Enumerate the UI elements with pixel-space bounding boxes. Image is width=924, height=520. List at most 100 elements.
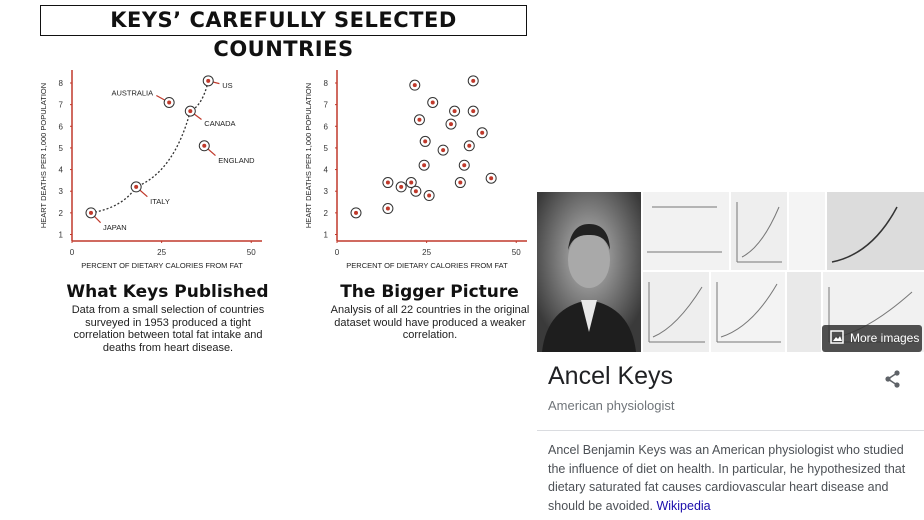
point [437, 144, 449, 156]
point-label: AUSTRALIA [111, 88, 153, 97]
point-core [206, 78, 211, 83]
chart-title: The Bigger Picture [340, 282, 519, 302]
description-text: Ancel Benjamin Keys was an American phys… [548, 443, 906, 513]
x-tick-label: 50 [512, 248, 521, 257]
point-core [423, 139, 428, 144]
x-axis-label: PERCENT OF DIETARY CALORIES FROM FAT [346, 261, 508, 270]
point [454, 177, 466, 189]
point [463, 140, 475, 152]
point [382, 203, 394, 215]
y-axis-label: HEART DEATHS PER 1,000 POPULATION [304, 83, 313, 228]
point-label: ENGLAND [218, 156, 255, 165]
point [485, 172, 497, 184]
point-core [430, 100, 435, 105]
y-tick-label: 5 [59, 144, 64, 153]
y-tick-label: 3 [324, 187, 329, 196]
x-tick-label: 50 [247, 248, 256, 257]
point [163, 96, 175, 108]
x-tick-label: 25 [157, 248, 166, 257]
y-tick-label: 7 [324, 101, 329, 110]
point-label: JAPAN [103, 223, 127, 232]
point-label: CANADA [204, 119, 235, 128]
point [445, 118, 457, 130]
point-core [385, 180, 390, 185]
point-core [413, 189, 418, 194]
point-core [471, 109, 476, 114]
share-button[interactable] [883, 369, 903, 389]
y-tick-label: 5 [324, 144, 329, 153]
x-tick-label: 0 [70, 248, 75, 257]
point-core [449, 122, 453, 127]
point-core [412, 83, 417, 88]
point-core [188, 109, 193, 114]
point-core [480, 130, 485, 135]
point-core [441, 148, 446, 153]
x-axis-label: PERCENT OF DIETARY CALORIES FROM FAT [81, 261, 243, 270]
source-link[interactable]: Wikipedia [656, 498, 711, 513]
point-core [385, 206, 390, 211]
point-core [399, 184, 404, 189]
entity-name: Ancel Keys [548, 362, 674, 390]
divider [537, 430, 924, 431]
y-tick-label: 2 [324, 209, 329, 218]
point [467, 105, 479, 117]
y-tick-label: 2 [59, 209, 64, 218]
point [449, 105, 461, 117]
point-core [471, 78, 476, 83]
point [130, 181, 142, 193]
point [198, 140, 210, 152]
y-tick-label: 8 [324, 79, 329, 88]
point [395, 181, 407, 193]
point-label: US [222, 81, 232, 90]
y-tick-label: 4 [324, 166, 329, 175]
point [423, 190, 435, 202]
point [409, 79, 421, 91]
point-core [458, 180, 463, 185]
gallery-thumbnails[interactable] [643, 192, 924, 352]
infographic-title: KEYS’ CAREFULLY SELECTED COUNTRIES [40, 5, 527, 61]
point [382, 177, 394, 189]
image-icon [830, 330, 844, 344]
point-core [489, 176, 494, 181]
point [405, 177, 417, 189]
y-tick-label: 4 [59, 166, 64, 175]
point-core [422, 163, 427, 168]
point [413, 114, 425, 126]
point-core [462, 163, 467, 168]
entity-subtitle: American physiologist [548, 398, 675, 413]
chart-title: What Keys Published [66, 282, 269, 302]
y-tick-label: 1 [324, 231, 329, 240]
more-images-button[interactable]: More images [822, 325, 922, 352]
chart-subtitle: Analysis of all 22 countries in the orig… [330, 304, 530, 341]
point [85, 207, 97, 219]
y-tick-label: 6 [324, 122, 329, 131]
point-core [167, 100, 172, 105]
trend-line [90, 80, 209, 214]
point-core [427, 193, 432, 198]
point [202, 75, 214, 87]
point-core [452, 109, 457, 114]
point [427, 96, 439, 108]
y-tick-label: 8 [59, 79, 64, 88]
point [458, 159, 470, 171]
point [418, 159, 430, 171]
point-core [89, 210, 93, 215]
image-gallery[interactable] [537, 192, 924, 352]
point-core [354, 210, 358, 215]
x-tick-label: 25 [422, 248, 431, 257]
point-core [202, 143, 207, 148]
x-tick-label: 0 [335, 248, 340, 257]
point-core [467, 143, 472, 148]
point [476, 127, 488, 139]
point [410, 185, 422, 197]
point-core [417, 117, 422, 122]
chart-subtitle: Data from a small selection of countries… [71, 304, 265, 354]
y-tick-label: 7 [59, 101, 64, 110]
more-images-label[interactable]: More images [850, 331, 920, 345]
entity-description: Ancel Benjamin Keys was an American phys… [548, 441, 914, 515]
y-tick-label: 1 [59, 231, 64, 240]
y-tick-label: 6 [59, 122, 64, 131]
point-label: ITALY [150, 197, 170, 206]
